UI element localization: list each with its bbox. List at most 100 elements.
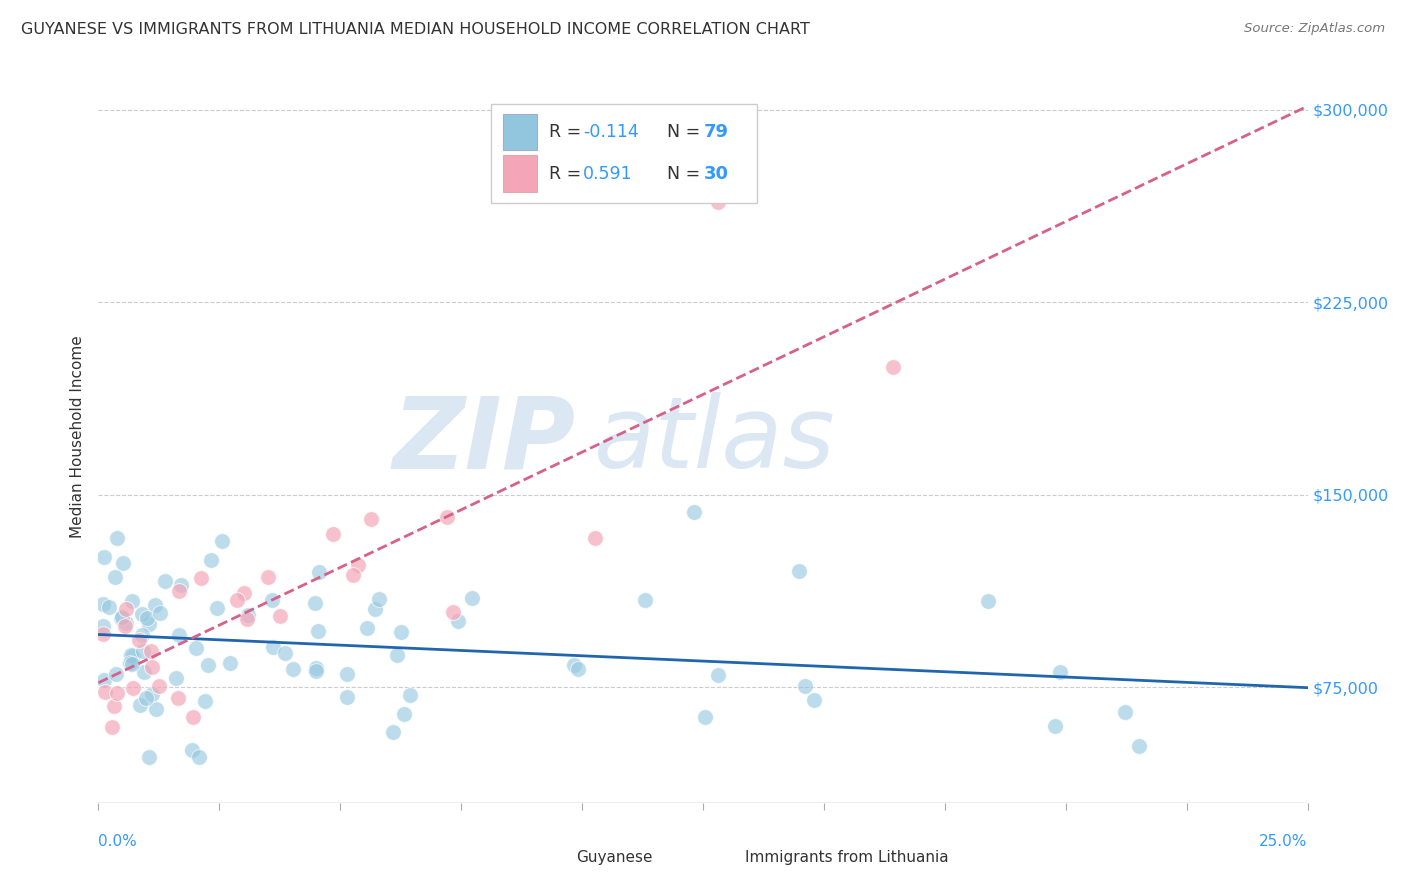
Point	[145, 702, 167, 716]
FancyBboxPatch shape	[503, 155, 537, 192]
Point	[976, 594, 998, 608]
Point	[94, 684, 117, 698]
Point	[141, 659, 163, 673]
Point	[165, 671, 187, 685]
Point	[356, 621, 378, 635]
Point	[121, 648, 143, 662]
Text: Immigrants from Lithuania: Immigrants from Lithuania	[745, 850, 949, 865]
Point	[219, 657, 242, 671]
Point	[101, 720, 124, 734]
Point	[112, 556, 135, 570]
Text: ZIP: ZIP	[394, 392, 576, 489]
Point	[399, 688, 422, 702]
FancyBboxPatch shape	[492, 104, 758, 203]
Point	[305, 661, 328, 675]
Point	[368, 592, 391, 607]
Text: 25.0%: 25.0%	[1260, 834, 1308, 848]
Text: -0.114: -0.114	[583, 123, 640, 141]
Text: 79: 79	[704, 123, 730, 141]
Point	[114, 615, 136, 630]
Point	[169, 584, 191, 599]
Text: R =: R =	[550, 123, 588, 141]
Text: R =: R =	[550, 165, 593, 183]
Point	[128, 632, 150, 647]
Point	[141, 687, 163, 701]
Point	[200, 553, 222, 567]
Point	[131, 607, 153, 621]
Point	[132, 644, 155, 658]
Text: N =: N =	[655, 165, 706, 183]
Point	[115, 601, 138, 615]
Point	[336, 690, 359, 705]
Point	[104, 570, 127, 584]
Point	[114, 619, 136, 633]
Point	[197, 658, 219, 673]
Point	[194, 694, 217, 708]
Point	[262, 640, 284, 654]
Point	[143, 599, 166, 613]
Point	[134, 690, 156, 705]
Point	[794, 679, 817, 693]
Point	[188, 749, 211, 764]
Text: atlas: atlas	[595, 392, 835, 489]
Point	[129, 698, 152, 712]
Point	[93, 673, 115, 688]
Point	[190, 571, 212, 585]
Point	[257, 570, 280, 584]
Point	[882, 359, 904, 374]
Point	[153, 574, 176, 588]
Point	[1114, 706, 1136, 720]
Text: 30: 30	[704, 165, 730, 183]
Point	[184, 640, 207, 655]
Point	[93, 597, 115, 611]
Point	[336, 667, 359, 681]
Point	[342, 568, 364, 582]
Point	[131, 628, 153, 642]
Point	[567, 662, 589, 676]
Point	[166, 690, 188, 705]
Point	[226, 592, 249, 607]
Point	[347, 558, 370, 572]
Point	[274, 646, 297, 660]
Point	[97, 600, 120, 615]
Point	[269, 608, 291, 623]
Point	[461, 591, 484, 606]
Point	[304, 664, 326, 678]
Text: Guyanese: Guyanese	[576, 850, 652, 865]
Point	[104, 667, 127, 681]
Point	[110, 611, 132, 625]
Point	[118, 657, 141, 671]
Point	[236, 607, 259, 622]
Point	[122, 649, 145, 664]
Point	[148, 679, 170, 693]
Point	[304, 596, 326, 610]
Point	[211, 534, 233, 549]
Point	[389, 624, 412, 639]
Point	[134, 665, 156, 679]
Point	[707, 668, 730, 682]
Point	[1043, 719, 1066, 733]
Point	[706, 195, 728, 210]
Point	[122, 681, 145, 695]
Point	[103, 699, 125, 714]
Text: 0.591: 0.591	[583, 165, 633, 183]
Point	[262, 592, 284, 607]
Point	[693, 710, 716, 724]
Point	[136, 611, 159, 625]
Point	[360, 511, 382, 525]
Point	[233, 586, 256, 600]
Point	[121, 657, 143, 672]
Point	[180, 743, 202, 757]
Point	[633, 592, 655, 607]
Point	[385, 648, 408, 662]
Point	[447, 614, 470, 628]
Point	[181, 710, 204, 724]
Point	[436, 509, 458, 524]
Point	[91, 618, 114, 632]
Point	[138, 617, 160, 632]
Text: Source: ZipAtlas.com: Source: ZipAtlas.com	[1244, 22, 1385, 36]
Point	[1128, 739, 1150, 754]
FancyBboxPatch shape	[697, 846, 735, 871]
Point	[236, 611, 259, 625]
Point	[562, 658, 585, 673]
